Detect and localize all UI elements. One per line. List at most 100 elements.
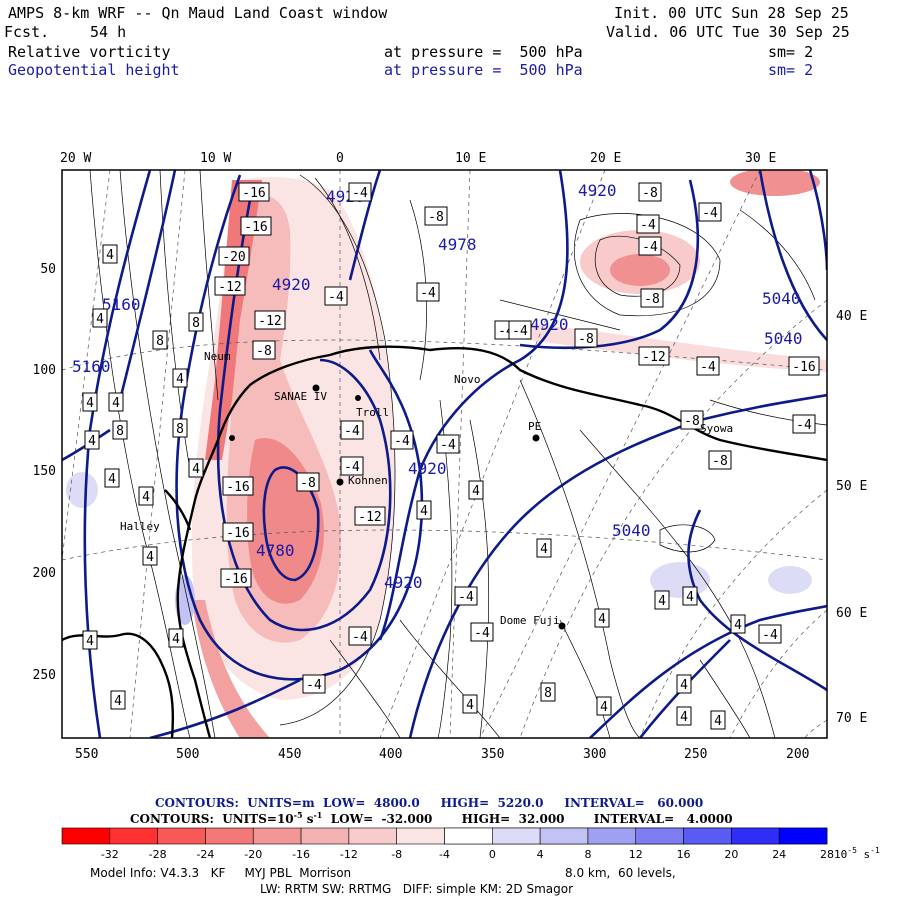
vorticity-label: 4 [84,430,100,450]
model-info: Model Info: V4.3.3 KF MYJ PBL Morrison [90,866,352,880]
height-contour-label: 4920 [530,315,569,334]
bottom-x-tick: 300 [583,747,606,762]
station-name: Neum [204,350,231,363]
vorticity-label-text: 4 [472,484,480,499]
vorticity-label: 4 [676,706,692,726]
graticule [62,170,827,738]
field2-smoothing: sm= 2 [768,61,814,79]
vorticity-label-box [596,696,612,716]
height-contour-label: 5160 [102,295,141,314]
vorticity-label-text: 4 [466,698,474,713]
bottom-x-tick: 550 [75,747,98,762]
vorticity-label-box [788,356,820,376]
top-lon-label: 20 E [590,151,621,166]
vorticity-label-text: -4 [458,590,474,605]
vorticity-label-text: -20 [222,250,245,265]
positive-vort-3 [66,472,98,508]
vorticity-label-text: 4 [112,396,120,411]
vorticity-label-box [188,458,204,478]
left-y-tick: 50 [40,262,56,277]
field2-name: Geopotential height [8,61,180,79]
vorticity-label: -8 [574,328,598,348]
vorticity-label: 4 [676,674,692,694]
vorticity-label-text: -4 [440,438,456,453]
south-band-shading [192,600,270,738]
bottom-x-tick: 350 [481,747,504,762]
station-name: PE [528,420,541,433]
vorticity-label-box [296,472,320,492]
vorticity-label: -4 [302,674,326,694]
vorticity-label: -4 [470,622,494,642]
left-y-tick: 250 [33,668,56,683]
vorticity-label-text: 4 [176,372,184,387]
field1-level: at pressure = 500 hPa [384,43,583,61]
vorticity-label: 4 [462,694,478,714]
vorticity-label-box [302,674,326,694]
vorticity-label-text: 8 [116,424,124,439]
station-name: SANAE IV [274,390,327,403]
vorticity-label: -8 [638,182,662,202]
station-label-layer: SANAE IV Troll Novo PE Kohnen Syowa Halley Neum… [120,350,733,627]
vorticity-label-box [424,206,448,226]
vorticity-label-text: -4 [640,218,656,233]
vorticity-label-text: -4 [420,286,436,301]
colorbar-tick: -32 [101,848,119,861]
colorbar-tick: 8 [584,848,591,861]
bottom-x-tick: 250 [684,747,707,762]
vorticity-label-text: -8 [684,414,700,429]
vorticity-label: -4 [340,456,364,476]
field1-name: Relative vorticity [8,43,171,61]
vorticity-label: -16 [220,568,252,588]
vorticity-label-box [84,430,100,450]
vorticity-label-box [536,538,552,558]
height-contour-label: 4780 [256,541,295,560]
vorticity-label: -12 [638,346,670,366]
vorticity-label-text: 8 [156,334,164,349]
vorticity-label-text: -4 [352,186,368,201]
vorticity-label-box [168,628,184,648]
colorbar-swatch-positive [444,827,493,845]
left-y-tick: 150 [33,464,56,479]
right-lon-label: 50 E [836,479,867,494]
height-contours [62,170,827,738]
vorticity-label-text: 8 [544,686,552,701]
vorticity-label-text: -4 [700,360,716,375]
vorticity-label: 4 [108,392,124,412]
vorticity-label: 4 [92,308,108,328]
colorbar-swatch [300,827,350,845]
vorticity-label-box [254,310,286,330]
positive-vort-2 [768,566,812,594]
vorticity-label: 4 [188,458,204,478]
vorticity-label: -4 [636,214,660,234]
bottom-x-tick: 200 [786,747,809,762]
vorticity-label: -4 [390,430,414,450]
field1-smoothing: sm= 2 [768,43,814,61]
vorticity-label-box [340,420,364,440]
vorticity-label: -4 [698,202,722,222]
height-contour-label: 4978 [438,235,477,254]
vorticity-label-text: 4 [734,618,742,633]
vorticity-label-text: 4 [540,542,548,557]
top-lon-label: 20 W [60,151,91,166]
bottom-x-tick: 500 [176,747,199,762]
vorticity-label: 4 [416,500,432,520]
colorbar-tick: -24 [196,848,214,861]
vorticity-label: -4 [324,286,348,306]
vorticity-label-text: 4 [108,472,116,487]
colorbar-swatch-positive [778,827,828,845]
colorbar-swatch [205,827,254,845]
vorticity-label-box [436,434,460,454]
vorticity-label-box [82,630,98,650]
vorticity-label-box [462,694,478,714]
vorticity-label-text: -8 [712,454,728,469]
vorticity-label: 8 [112,420,128,440]
vort-units-exp: -5 [293,810,303,820]
height-contour-label: 5040 [764,329,803,348]
vorticity-label-text: -4 [344,424,360,439]
vorticity-label: 8 [188,312,204,332]
vorticity-contour-info: CONTOURS: UNITS=10-5 s-1 LOW= -32.000 HI… [130,810,733,826]
vorticity-label-text: -4 [762,628,778,643]
vorticity-label-text: 4 [96,312,104,327]
vorticity-label: 4 [468,480,484,500]
left-y-tick: 200 [33,566,56,581]
